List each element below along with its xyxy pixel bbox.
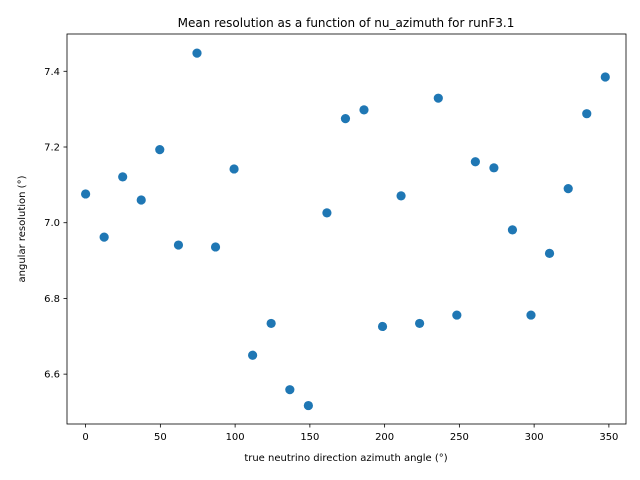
data-point	[396, 191, 406, 201]
data-point	[433, 93, 443, 103]
x-tick-label: 350	[599, 432, 618, 443]
x-tick-label: 300	[525, 432, 544, 443]
x-tick-label: 100	[226, 432, 245, 443]
data-point	[600, 72, 610, 82]
plot-area	[66, 33, 627, 425]
axes-frame	[66, 33, 627, 425]
data-point	[582, 109, 592, 119]
data-point	[452, 310, 462, 320]
data-point	[359, 105, 369, 115]
data-point	[136, 195, 146, 205]
y-axis-ticks: 6.6 6.8 7.0 7.2 7.4	[44, 67, 67, 381]
data-point	[544, 248, 555, 258]
data-point	[526, 310, 536, 320]
data-point	[210, 242, 221, 252]
data-point	[99, 232, 109, 242]
x-tick-label: 50	[154, 432, 167, 443]
x-axis-ticks: 0 50 100 150 200 250 300 350	[82, 424, 618, 443]
data-point	[248, 350, 258, 360]
data-point	[303, 400, 313, 411]
x-tick-label: 150	[300, 432, 319, 443]
data-point	[285, 385, 295, 395]
data-points	[81, 48, 610, 411]
data-point	[81, 189, 91, 199]
y-tick-label: 6.8	[44, 294, 60, 305]
y-axis-label: angular resolution (°)	[17, 175, 28, 282]
x-tick-label: 200	[375, 432, 394, 443]
data-point	[377, 321, 388, 332]
data-point	[470, 157, 480, 167]
y-tick-label: 7.2	[44, 143, 60, 154]
data-point	[563, 184, 573, 194]
data-point	[415, 318, 425, 329]
data-point	[229, 164, 239, 174]
data-point	[322, 208, 332, 218]
y-tick-label: 7.4	[44, 67, 60, 78]
data-point	[489, 163, 499, 173]
x-tick-label: 250	[450, 432, 469, 443]
data-point	[340, 114, 351, 124]
data-point	[155, 145, 165, 155]
data-point	[266, 318, 276, 329]
data-point	[118, 172, 128, 182]
y-tick-label: 6.6	[44, 370, 60, 381]
data-point	[173, 240, 184, 250]
chart-title: Mean resolution as a function of nu_azim…	[178, 16, 515, 30]
data-point	[507, 225, 518, 235]
x-tick-label: 0	[82, 432, 88, 443]
x-axis-label: true neutrino direction azimuth angle (°…	[244, 453, 447, 464]
data-point	[192, 48, 202, 58]
y-tick-label: 7.0	[44, 218, 60, 229]
